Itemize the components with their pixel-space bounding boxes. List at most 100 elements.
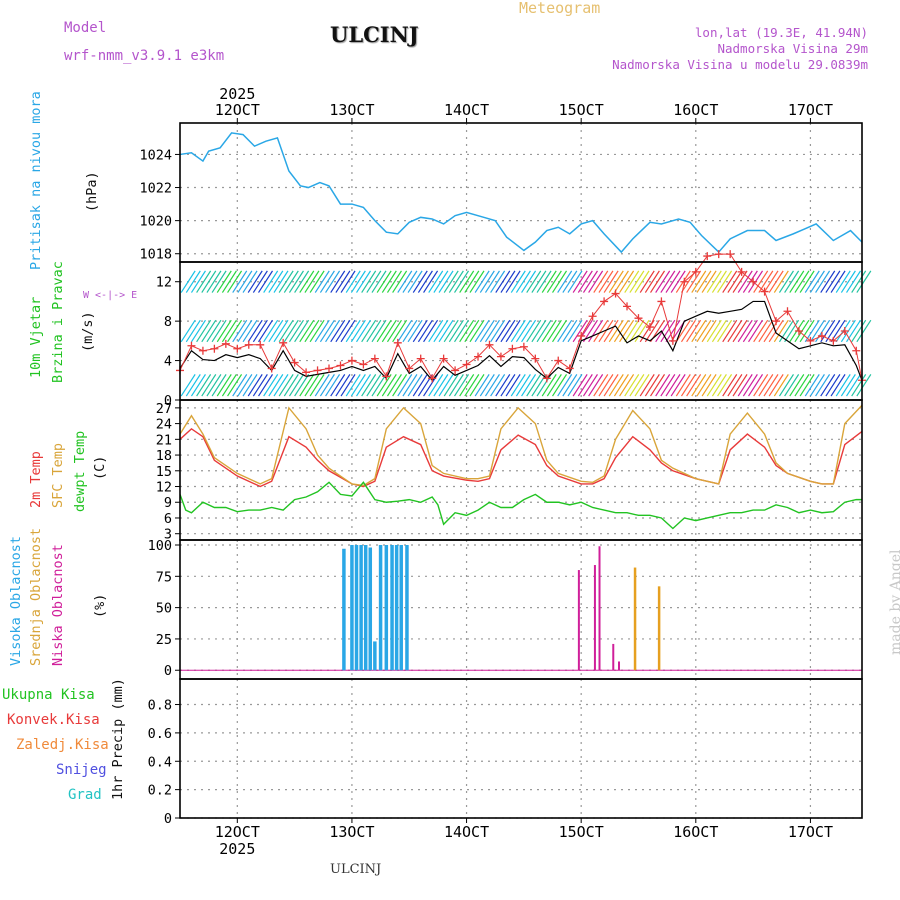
- wind-barb: [304, 270, 320, 293]
- wind-barb: [417, 319, 433, 343]
- y-tick-label: 6: [164, 511, 172, 527]
- wind-barb: [190, 270, 206, 293]
- wind-barb: [546, 270, 562, 293]
- wind-barb: [856, 374, 872, 397]
- wind-barb: [185, 270, 201, 293]
- wind-barb: [237, 270, 253, 293]
- wind-barb: [799, 374, 815, 397]
- wind-barb: [701, 270, 717, 293]
- wind-barb: [809, 374, 825, 397]
- high-cloud-bar: [373, 641, 377, 671]
- high-cloud-bar: [368, 547, 373, 671]
- wind-barb: [479, 319, 495, 343]
- footer-station: ULCINJ: [330, 862, 382, 877]
- wind-barb: [252, 374, 268, 397]
- wind-barb: [247, 374, 263, 397]
- wind-barb: [397, 270, 413, 293]
- wind-barb: [763, 270, 779, 293]
- wind-barb: [299, 319, 315, 343]
- wind-gust-marker: [760, 287, 769, 296]
- wind-gust-marker: [840, 327, 849, 335]
- wind-barb: [727, 270, 743, 293]
- y-tick-label: 1024: [139, 147, 172, 163]
- x-tick-label-top: 12OCT: [215, 101, 260, 119]
- x-tick-label-top: 16OCT: [673, 101, 718, 119]
- wind-barb: [670, 270, 686, 293]
- wind-gust-marker: [359, 360, 368, 369]
- x-tick-label-bottom: 13OCT: [329, 823, 374, 841]
- wind-barb: [588, 374, 604, 397]
- wind-barb: [815, 319, 831, 343]
- x-tick-label-bottom: 12OCT: [215, 823, 260, 841]
- wind-barb: [350, 374, 366, 397]
- wind-barb: [577, 270, 593, 293]
- wind-barb: [639, 270, 655, 293]
- wind-barb: [778, 319, 794, 343]
- wind-barb: [464, 374, 480, 397]
- wind-barb: [201, 270, 217, 293]
- wind-barb: [603, 374, 619, 397]
- wind-barb: [706, 319, 722, 343]
- wind-barb: [314, 319, 330, 343]
- wind-barb: [221, 374, 237, 397]
- y-tick-label: 15: [156, 464, 172, 480]
- wind-gust-marker: [279, 338, 288, 347]
- wind-barb: [407, 374, 423, 397]
- wind-barb: [629, 319, 645, 343]
- wind-gust-marker: [416, 354, 425, 363]
- wind-barb-row: [180, 374, 872, 397]
- y-tick-label: 1022: [139, 181, 172, 197]
- year-label-top: 2025: [219, 85, 255, 103]
- wind-barb: [386, 319, 402, 343]
- wind-barb: [536, 319, 552, 343]
- wind-barb: [314, 270, 330, 293]
- wind-barb: [500, 319, 516, 343]
- wind-barb: [309, 319, 325, 343]
- wind-barb: [464, 319, 480, 343]
- wind-gust-marker: [519, 342, 528, 351]
- wind-speed-line: [179, 300, 863, 382]
- wind-barb: [613, 319, 629, 343]
- wind-barb: [820, 374, 836, 397]
- wind-barb: [201, 319, 217, 343]
- wind-barb: [232, 270, 248, 293]
- wind-barb: [650, 374, 666, 397]
- wind-barb: [531, 319, 547, 343]
- wind-barb: [227, 270, 243, 293]
- wind-barb: [809, 270, 825, 293]
- wind-barb: [851, 270, 867, 293]
- wind-barb: [180, 374, 196, 397]
- y-tick-label: 50: [156, 601, 172, 617]
- wind-barb: [366, 270, 382, 293]
- wind-barb: [737, 374, 753, 397]
- wind-barb: [675, 319, 691, 343]
- wind-barb: [237, 374, 253, 397]
- wind-barb: [763, 374, 779, 397]
- wind-barb: [407, 270, 423, 293]
- wind-barb: [232, 374, 248, 397]
- wind-barb: [428, 270, 444, 293]
- wind-barb: [675, 374, 691, 397]
- wind-barb: [748, 319, 764, 343]
- temp-2m-line: [179, 427, 863, 488]
- wind-gust-marker: [370, 354, 379, 363]
- x-tick-label-top: 13OCT: [329, 101, 374, 119]
- wind-barb: [459, 319, 475, 343]
- panel-frame: [179, 122, 863, 263]
- wind-barb: [288, 374, 304, 397]
- wind-barb: [330, 374, 346, 397]
- wind-gust-marker: [668, 336, 677, 345]
- wind-barb: [201, 374, 217, 397]
- wind-barb: [789, 374, 805, 397]
- x-tick-label-bottom: 14OCT: [444, 823, 489, 841]
- y-tick-label: 18: [156, 448, 172, 464]
- high-cloud-bar: [342, 548, 346, 671]
- wind-barb: [753, 374, 769, 397]
- wind-gust-marker: [290, 358, 299, 367]
- wind-barb: [412, 319, 428, 343]
- wind-barb: [624, 319, 640, 343]
- wind-barb: [258, 374, 274, 397]
- wind-barb: [433, 374, 449, 397]
- y-tick-label: 1020: [139, 214, 172, 230]
